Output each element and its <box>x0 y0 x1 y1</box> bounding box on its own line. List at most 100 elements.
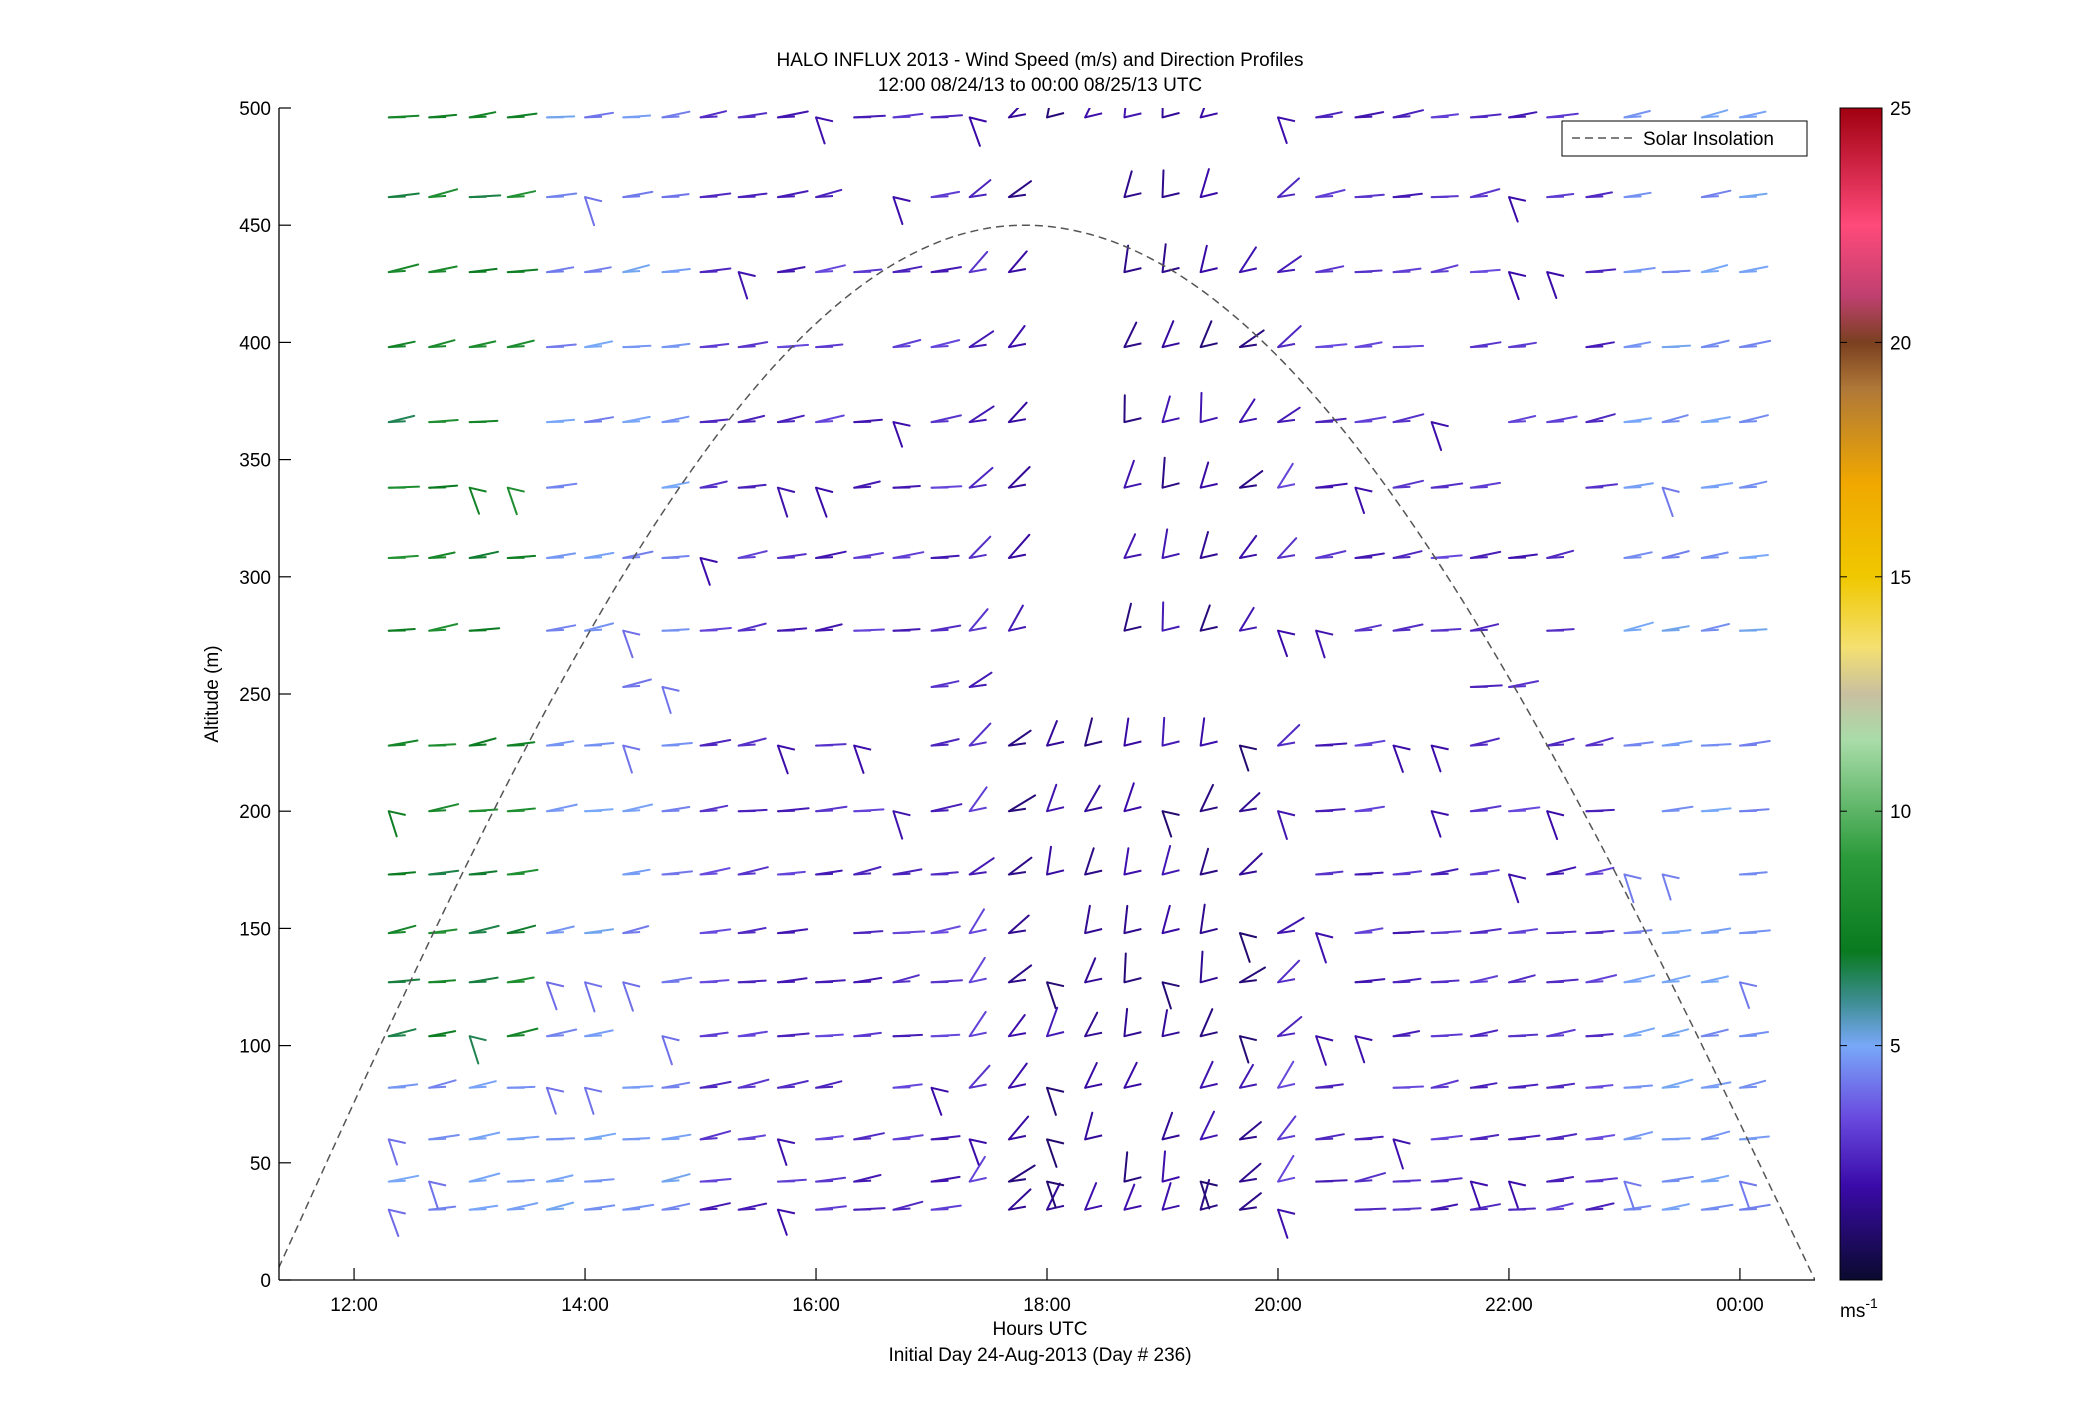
wind-barb <box>968 179 992 199</box>
wind-barb-segment <box>738 420 756 424</box>
wind-barb-segment <box>1008 978 1027 984</box>
wind-barb-segment <box>1008 1083 1027 1089</box>
wind-barb-segment <box>1624 486 1642 489</box>
wind-barb <box>1161 456 1166 489</box>
wind-barb <box>387 1208 400 1237</box>
wind-barb-segment <box>1624 980 1642 984</box>
wind-barb <box>1161 1111 1174 1141</box>
wind-barb-segment <box>1393 195 1411 199</box>
wind-barb-segment <box>1355 628 1373 632</box>
wind-barb-segment <box>1124 112 1142 119</box>
wind-barb-segment <box>623 931 641 935</box>
wind-barb-segment <box>1124 806 1142 813</box>
wind-barb-segment <box>469 1137 487 1141</box>
wind-barb <box>1123 952 1127 984</box>
wind-barb-segment <box>815 420 834 424</box>
wind-barb-segment <box>623 420 641 424</box>
wind-barb <box>1238 744 1250 772</box>
wind-barb-segment <box>1547 1086 1565 1089</box>
wind-barb <box>1161 169 1165 199</box>
wind-barb-segment <box>1393 1138 1411 1145</box>
wind-barb-segment <box>893 345 911 349</box>
wind-barb <box>1277 724 1301 747</box>
wind-barb-segment <box>1546 271 1565 277</box>
wind-barb <box>1161 528 1169 559</box>
wind-barb-segment <box>931 1208 949 1211</box>
wind-barb <box>1277 1208 1289 1239</box>
wind-barb <box>1084 847 1095 876</box>
wind-barb <box>1161 320 1175 349</box>
wind-barb-segment <box>893 980 911 984</box>
wind-barb <box>776 486 789 518</box>
wind-barb <box>968 1010 987 1038</box>
wind-barb-segment <box>1470 872 1488 876</box>
wind-barb <box>968 857 995 876</box>
wind-barb-segment <box>1431 872 1449 876</box>
plot-area <box>279 108 1815 1280</box>
wind-barb <box>968 250 989 274</box>
wind-barb <box>1161 243 1167 274</box>
wind-barb-segment <box>893 556 911 559</box>
wind-barb-segment <box>1277 741 1296 747</box>
wind-barb <box>622 744 633 774</box>
wind-barb-segment <box>546 1086 565 1093</box>
wind-barb-segment <box>969 483 987 489</box>
wind-barb-segment <box>1739 195 1757 199</box>
wind-barb-segment <box>1200 927 1218 935</box>
wind-barb-segment <box>1739 1034 1757 1038</box>
wind-barb-segment <box>1200 416 1218 424</box>
wind-barb <box>1738 981 1750 1009</box>
wind-barb-segment <box>1162 625 1180 632</box>
wind-barb-segment <box>469 270 487 274</box>
wind-barb-segment <box>1046 981 1065 988</box>
wind-barb-segment <box>429 1137 447 1141</box>
wind-barb <box>776 1138 788 1166</box>
wind-barb-segment <box>777 1085 795 1089</box>
wind-barb-segment <box>700 345 718 349</box>
wind-barb-segment <box>969 741 987 747</box>
wind-barb <box>1046 1086 1057 1116</box>
wind-barb <box>1084 1182 1098 1211</box>
wind-barb <box>1123 847 1130 876</box>
wind-barb-segment <box>1355 743 1373 747</box>
wind-barb-segment <box>1200 1031 1218 1038</box>
wind-barb <box>1084 1011 1099 1038</box>
colorbar-unit: ms <box>1840 1301 1865 1322</box>
wind-barb-segment <box>1008 113 1027 119</box>
wind-barb-segment <box>388 810 406 816</box>
wind-barb <box>1277 629 1288 658</box>
wind-barb <box>1469 1180 1481 1209</box>
wind-barb-segment <box>1277 418 1296 424</box>
wind-barb-segment <box>1739 1180 1758 1187</box>
wind-barb-segment <box>1431 115 1449 119</box>
wind-barb <box>1430 421 1443 451</box>
wind-barb-segment <box>1239 1035 1258 1042</box>
wind-barb-segment <box>1008 483 1027 489</box>
wind-barb-segment <box>1355 115 1373 119</box>
wind-barb-segment <box>777 195 795 199</box>
wind-barb <box>968 330 995 349</box>
wind-barb-segment <box>931 1179 949 1183</box>
wind-barb-segment <box>1046 869 1065 876</box>
wind-barb-segment <box>469 743 487 747</box>
wind-barb-segment <box>1508 980 1526 984</box>
wind-barb-segment <box>1277 1032 1296 1038</box>
wind-barb-segment <box>1200 482 1218 489</box>
wind-barb-segment <box>1162 1204 1180 1211</box>
wind-barb <box>1199 1180 1211 1210</box>
wind-barb-segment <box>815 1208 834 1211</box>
wind-barb-segment <box>1701 1179 1719 1183</box>
wind-barb-segment <box>1008 418 1027 424</box>
wind-barb <box>1277 325 1302 349</box>
wind-barb <box>1123 1183 1136 1211</box>
wind-barb-segment <box>1124 928 1142 935</box>
wind-barb-segment <box>1547 1179 1565 1183</box>
wind-barb <box>1623 621 1654 632</box>
wind-barb <box>930 1086 943 1116</box>
wind-barb-segment <box>1162 417 1180 424</box>
wind-barb-segment <box>507 195 525 199</box>
wind-barb-segment <box>1277 1176 1296 1183</box>
wind-barb <box>1238 1063 1254 1089</box>
wind-barb-segment <box>546 486 564 489</box>
